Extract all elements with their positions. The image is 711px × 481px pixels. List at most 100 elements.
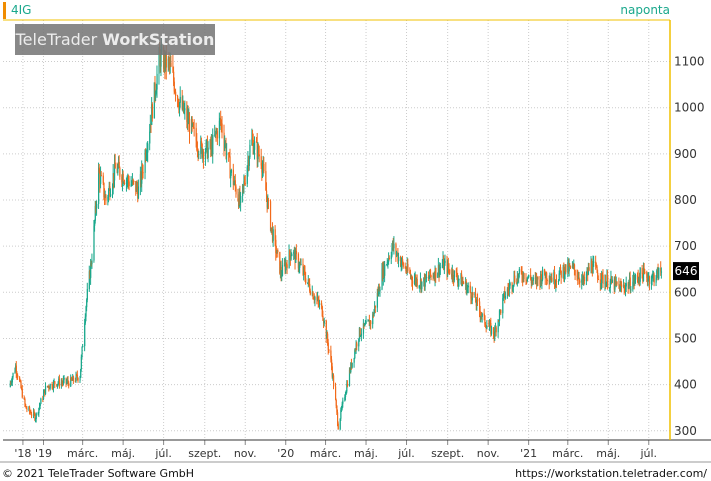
x-tick-label: márc. (552, 447, 583, 460)
candle-body (409, 270, 411, 274)
candle-body (332, 375, 334, 377)
candle-body (304, 271, 306, 279)
candle-body (574, 270, 576, 276)
candle-body (656, 270, 658, 278)
candle-body (438, 264, 440, 275)
candle-body (576, 275, 578, 277)
candle-body (356, 343, 358, 347)
candle-body (613, 279, 615, 290)
candle-body (337, 423, 339, 430)
candle-body (446, 260, 448, 274)
candle-body (607, 275, 609, 289)
candle-body (46, 385, 49, 387)
candle-body (358, 327, 361, 339)
candle-body (151, 104, 153, 125)
candle-body (655, 277, 657, 283)
candle-body (23, 397, 25, 400)
candle-body (135, 184, 138, 192)
candle-body (363, 323, 365, 327)
candle-body (397, 253, 399, 262)
candle-body (497, 320, 499, 333)
candle-body (327, 333, 329, 343)
candle-body (35, 419, 37, 421)
candle-body (293, 251, 295, 254)
candle-body (198, 153, 200, 155)
candle-body (230, 169, 233, 173)
candle-body (378, 286, 380, 295)
y-tick-label: 700 (674, 239, 697, 253)
candle-body (625, 283, 627, 287)
candle-body (256, 142, 258, 160)
candle-body (179, 102, 181, 110)
candle-body (560, 270, 562, 278)
candle-body (451, 273, 453, 277)
candle-body (71, 379, 73, 381)
candle-body (284, 263, 286, 271)
candle-body (70, 377, 73, 380)
candle-body (240, 196, 242, 203)
candle-body (93, 225, 95, 261)
candle-body (457, 280, 459, 283)
candle-body (249, 144, 251, 158)
candle-body (420, 279, 422, 290)
candle-body (551, 277, 553, 282)
candle-body (234, 180, 236, 184)
candle-body (175, 91, 177, 96)
candle-body (19, 381, 21, 383)
source-url[interactable]: https://workstation.teletrader.com/ (515, 467, 707, 480)
candle-body (42, 398, 44, 400)
candle-body (639, 268, 641, 282)
candle-body (265, 171, 267, 191)
candle-body (90, 263, 92, 265)
candle-body (411, 280, 414, 284)
candle-body (388, 257, 390, 262)
candle-body (587, 270, 589, 275)
candle-body (285, 263, 288, 265)
candle-body (504, 295, 507, 299)
candle-body (51, 383, 53, 388)
candle-body (261, 168, 264, 173)
candle-body (239, 192, 241, 203)
candle-body (350, 363, 353, 368)
candle-body (395, 243, 397, 255)
candle-body (637, 276, 639, 281)
candle-body (311, 292, 313, 295)
candle-body (25, 406, 27, 409)
candle-body (342, 400, 344, 404)
candle-body (479, 311, 481, 317)
candle-body (508, 289, 510, 291)
candle-body (606, 275, 608, 283)
candle-body (164, 53, 166, 68)
x-tick-label: '19 (35, 447, 52, 460)
candle-body (455, 270, 457, 273)
candle-body (205, 141, 207, 153)
candle-body (410, 276, 412, 278)
candle-body (553, 272, 555, 282)
candle-body (299, 263, 302, 265)
x-tick-label: szept. (188, 447, 221, 460)
candle-body (309, 290, 311, 295)
candle-body (449, 269, 451, 274)
candle-body (377, 292, 379, 295)
candle-body (146, 152, 148, 155)
candle-body (490, 323, 492, 334)
candle-body (392, 241, 394, 248)
candle-body (437, 264, 440, 274)
candle-body (646, 272, 648, 278)
candle-body (456, 272, 458, 279)
candle-body (642, 268, 645, 282)
candle-body (564, 264, 566, 274)
candle-body (163, 47, 165, 69)
candle-body (187, 114, 189, 123)
candle-body (331, 366, 333, 377)
candle-body (280, 266, 282, 276)
candle-body (267, 199, 269, 208)
candle-body (621, 284, 623, 287)
candle-body (326, 333, 328, 339)
interval-label[interactable]: naponta (620, 3, 670, 17)
candle-body (388, 257, 390, 259)
candle-body (313, 298, 315, 301)
candle-body (648, 276, 650, 279)
candle-body (84, 323, 86, 347)
candle-body (571, 265, 574, 268)
